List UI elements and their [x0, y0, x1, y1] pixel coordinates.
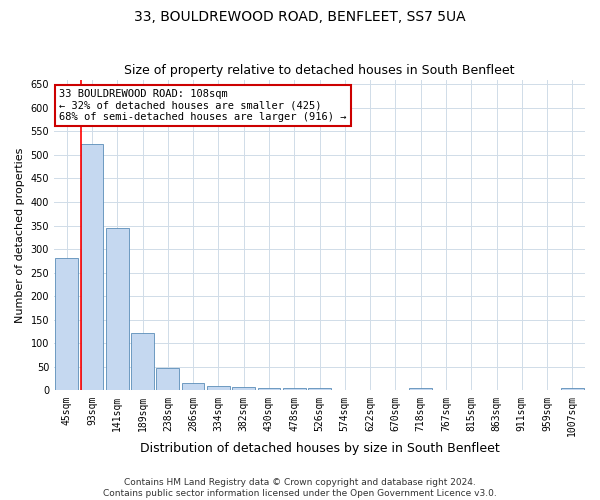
Bar	[182, 383, 205, 390]
Bar	[232, 386, 255, 390]
Bar	[257, 388, 280, 390]
Bar	[157, 368, 179, 390]
Text: Contains HM Land Registry data © Crown copyright and database right 2024.
Contai: Contains HM Land Registry data © Crown c…	[103, 478, 497, 498]
Text: 33 BOULDREWOOD ROAD: 108sqm
← 32% of detached houses are smaller (425)
68% of se: 33 BOULDREWOOD ROAD: 108sqm ← 32% of det…	[59, 89, 347, 122]
Bar	[409, 388, 432, 390]
X-axis label: Distribution of detached houses by size in South Benfleet: Distribution of detached houses by size …	[140, 442, 499, 455]
Bar	[55, 258, 78, 390]
Text: 33, BOULDREWOOD ROAD, BENFLEET, SS7 5UA: 33, BOULDREWOOD ROAD, BENFLEET, SS7 5UA	[134, 10, 466, 24]
Title: Size of property relative to detached houses in South Benfleet: Size of property relative to detached ho…	[124, 64, 515, 77]
Bar	[80, 144, 103, 390]
Bar	[207, 386, 230, 390]
Bar	[106, 228, 128, 390]
Bar	[308, 388, 331, 390]
Bar	[131, 334, 154, 390]
Bar	[283, 388, 305, 390]
Y-axis label: Number of detached properties: Number of detached properties	[15, 148, 25, 322]
Bar	[561, 388, 584, 390]
